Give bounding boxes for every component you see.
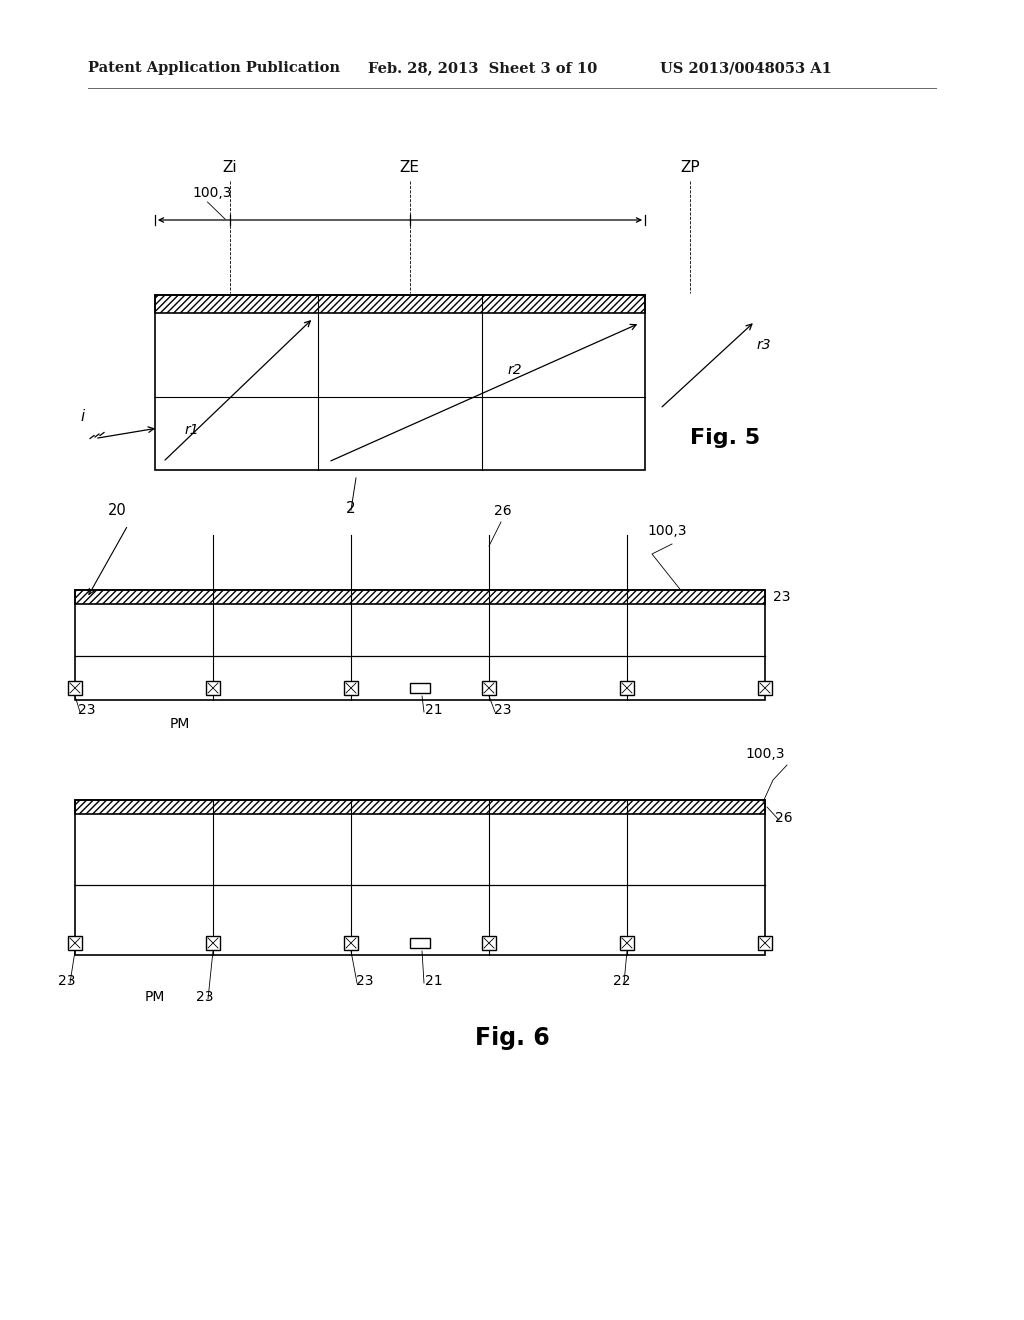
Bar xyxy=(620,681,634,696)
Text: 23: 23 xyxy=(356,974,374,987)
Bar xyxy=(410,682,430,693)
Bar xyxy=(75,800,765,814)
Bar xyxy=(482,681,496,696)
Text: 23: 23 xyxy=(494,704,512,717)
Bar xyxy=(344,681,358,696)
Text: 23: 23 xyxy=(58,974,76,987)
Text: 20: 20 xyxy=(108,503,127,517)
Text: 22: 22 xyxy=(613,974,631,987)
Text: i: i xyxy=(81,409,85,424)
Bar xyxy=(75,590,765,700)
Text: Feb. 28, 2013  Sheet 3 of 10: Feb. 28, 2013 Sheet 3 of 10 xyxy=(368,61,597,75)
Text: Fig. 6: Fig. 6 xyxy=(475,1026,549,1049)
Text: r3: r3 xyxy=(757,338,772,352)
Bar xyxy=(206,936,220,950)
Text: 100,3: 100,3 xyxy=(745,747,784,762)
Text: r2: r2 xyxy=(508,363,522,376)
Bar xyxy=(344,936,358,950)
Text: 21: 21 xyxy=(425,974,442,987)
Text: PM: PM xyxy=(145,990,165,1005)
Text: US 2013/0048053 A1: US 2013/0048053 A1 xyxy=(660,61,831,75)
Text: Fig. 5: Fig. 5 xyxy=(690,428,760,447)
Text: 26: 26 xyxy=(494,504,512,517)
Text: Zi: Zi xyxy=(222,160,238,176)
Bar xyxy=(620,936,634,950)
Text: 23: 23 xyxy=(78,704,95,717)
Bar xyxy=(206,681,220,696)
Bar xyxy=(482,936,496,950)
Text: ZE: ZE xyxy=(399,160,420,176)
Text: ZP: ZP xyxy=(680,160,699,176)
Text: Patent Application Publication: Patent Application Publication xyxy=(88,61,340,75)
Text: 100,3: 100,3 xyxy=(193,186,232,201)
Text: r1: r1 xyxy=(185,422,200,437)
Bar xyxy=(758,681,772,696)
Text: PM: PM xyxy=(170,717,190,731)
Bar xyxy=(155,294,645,470)
Bar xyxy=(68,681,82,696)
Text: 23: 23 xyxy=(197,990,214,1005)
Bar xyxy=(75,800,765,954)
Bar xyxy=(410,939,430,948)
Bar xyxy=(68,936,82,950)
Text: 100,3: 100,3 xyxy=(647,524,686,539)
Text: 26: 26 xyxy=(775,810,793,825)
Bar xyxy=(758,936,772,950)
Text: 21: 21 xyxy=(425,704,442,717)
Text: 2: 2 xyxy=(346,502,355,516)
Text: 23: 23 xyxy=(773,590,791,605)
Bar xyxy=(75,590,765,605)
Bar xyxy=(155,294,645,313)
